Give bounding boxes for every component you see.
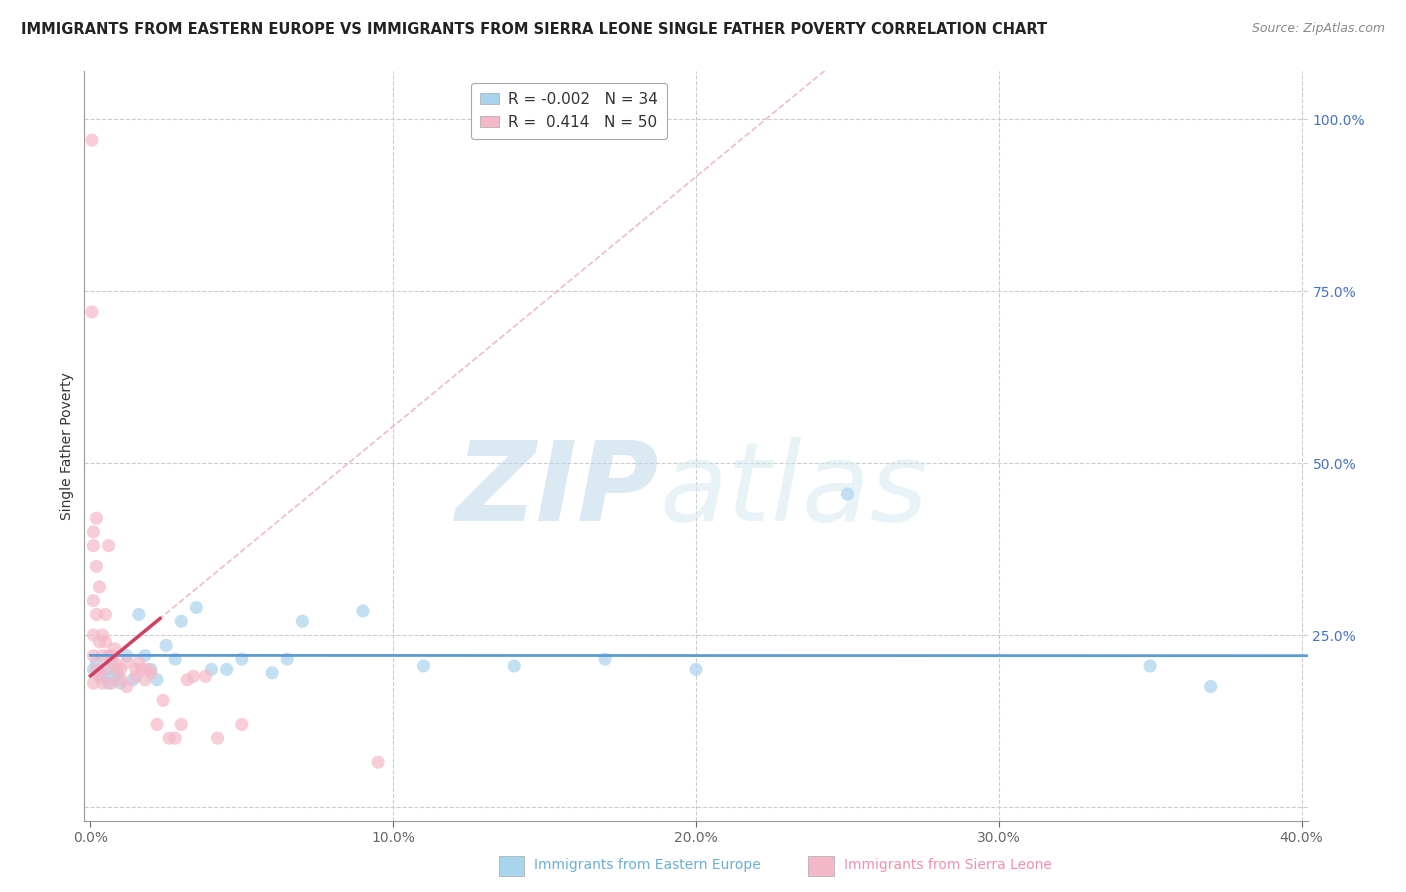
Point [215, 662, 238, 676]
Point [89, 635, 111, 649]
Point [94, 607, 117, 622]
Point [89, 669, 111, 683]
Point [86, 607, 108, 622]
Point [86, 511, 108, 525]
Point [100, 656, 122, 670]
Point [97, 648, 120, 663]
Point [80, 305, 103, 319]
Point [131, 662, 153, 676]
Point [186, 600, 208, 615]
Point [82, 648, 104, 663]
Point [176, 673, 198, 687]
Point [104, 641, 127, 656]
Point [91, 628, 114, 642]
Point [128, 656, 150, 670]
Point [170, 615, 193, 629]
Point [97, 676, 120, 690]
Point [685, 662, 707, 676]
Point [80, 133, 103, 147]
Point [91, 648, 114, 663]
Point [91, 669, 114, 683]
Point [262, 665, 284, 680]
Point [82, 524, 104, 539]
Point [194, 669, 217, 683]
Point [97, 539, 120, 553]
Text: IMMIGRANTS FROM EASTERN EUROPE VS IMMIGRANTS FROM SIERRA LEONE SINGLE FATHER POV: IMMIGRANTS FROM EASTERN EUROPE VS IMMIGR… [21, 22, 1047, 37]
Legend: R = -0.002   N = 34, R =  0.414   N = 50: R = -0.002 N = 34, R = 0.414 N = 50 [471, 83, 666, 139]
Point [121, 673, 143, 687]
Point [94, 635, 117, 649]
Point [86, 656, 108, 670]
Point [115, 656, 138, 670]
Point [165, 652, 187, 666]
Point [94, 662, 117, 676]
Point [91, 676, 114, 690]
Point [1199, 680, 1222, 694]
Point [104, 656, 127, 670]
Point [128, 607, 150, 622]
Point [165, 731, 187, 746]
Point [157, 731, 180, 746]
Point [82, 676, 104, 690]
Point [367, 755, 389, 769]
Point [107, 662, 129, 676]
Point [86, 662, 108, 676]
Point [107, 665, 129, 680]
Point [170, 717, 193, 731]
Point [1139, 659, 1161, 673]
Point [100, 648, 122, 663]
Point [110, 676, 132, 690]
Point [82, 628, 104, 642]
Point [82, 539, 104, 553]
Point [139, 665, 162, 680]
Point [200, 662, 222, 676]
Point [231, 717, 253, 731]
Text: atlas: atlas [659, 437, 928, 544]
Point [82, 593, 104, 607]
Point [82, 662, 104, 676]
Point [86, 559, 108, 574]
Point [352, 604, 374, 618]
Point [136, 662, 159, 676]
Point [134, 648, 156, 663]
Point [115, 648, 138, 663]
Point [291, 615, 314, 629]
Point [837, 487, 859, 501]
Point [125, 662, 148, 676]
Point [125, 669, 148, 683]
Point [110, 662, 132, 676]
Point [276, 652, 298, 666]
Text: Immigrants from Eastern Europe: Immigrants from Eastern Europe [534, 858, 761, 872]
Point [207, 731, 229, 746]
Point [503, 659, 526, 673]
Point [152, 693, 174, 707]
Point [94, 662, 117, 676]
Text: ZIP: ZIP [456, 437, 659, 544]
Point [110, 673, 132, 687]
Text: Immigrants from Sierra Leone: Immigrants from Sierra Leone [844, 858, 1052, 872]
Point [412, 659, 434, 673]
Point [134, 673, 156, 687]
Point [100, 676, 122, 690]
Point [89, 665, 111, 680]
Point [115, 680, 138, 694]
Point [183, 669, 205, 683]
Point [89, 580, 111, 594]
Point [139, 662, 162, 676]
Point [155, 638, 177, 652]
Point [593, 652, 616, 666]
Point [104, 669, 127, 683]
Point [231, 652, 253, 666]
Point [146, 717, 169, 731]
Y-axis label: Single Father Poverty: Single Father Poverty [60, 372, 75, 520]
Point [146, 673, 169, 687]
Text: Source: ZipAtlas.com: Source: ZipAtlas.com [1251, 22, 1385, 36]
